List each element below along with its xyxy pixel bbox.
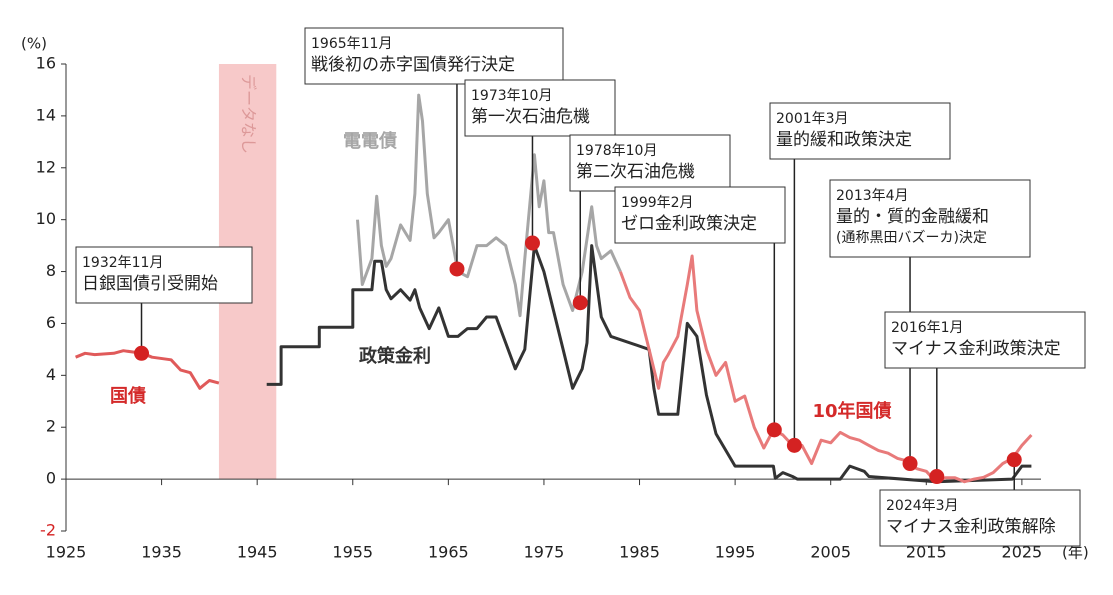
- annotation-text: (通称黒田バズーカ)決定: [836, 230, 987, 246]
- annotation-box: [879, 489, 1081, 547]
- y-unit: (%): [21, 35, 47, 53]
- annotation-text: 1965年11月: [311, 36, 392, 52]
- event-dot: [572, 295, 588, 311]
- y-tick-label: 2: [46, 417, 56, 436]
- annotation-box: [304, 27, 564, 85]
- series-label: 10年国債: [812, 400, 891, 422]
- y-tick-label: 16: [36, 54, 56, 73]
- y-tick-label: 10: [36, 209, 56, 228]
- annotation-text: 1999年2月: [621, 195, 694, 211]
- x-tick-label: 1975: [524, 543, 565, 562]
- series-label: 政策金利: [359, 345, 431, 367]
- annotation-box: [614, 186, 786, 244]
- y-tick-label: 6: [46, 313, 56, 332]
- annotation-text: 1973年10月: [471, 88, 552, 104]
- x-tick-label: 2005: [810, 543, 851, 562]
- x-tick-label: 1955: [332, 543, 373, 562]
- event-dot: [524, 235, 540, 251]
- event-dot: [786, 437, 802, 453]
- annotation-text: 量的・質的金融緩和: [836, 207, 989, 227]
- annotation-text: 2013年4月: [836, 188, 909, 204]
- x-tick-label: 2025: [1002, 543, 1043, 562]
- annotation-text: 第一次石油危機: [471, 107, 590, 127]
- series-label: 電電債: [343, 130, 397, 152]
- no-data-label: データなし: [239, 74, 258, 154]
- x-tick-label: 1995: [715, 543, 756, 562]
- event-dot: [929, 469, 945, 485]
- x-tick-label: 1945: [237, 543, 278, 562]
- event-dot: [134, 345, 150, 361]
- annotation-box: [75, 246, 253, 304]
- annotation-box: [884, 311, 1086, 369]
- event-dot: [902, 456, 918, 472]
- annotation-text: 1932年11月: [82, 255, 163, 271]
- annotation-text: 2001年3月: [776, 111, 849, 127]
- annotation-text: マイナス金利政策決定: [891, 339, 1061, 359]
- event-dot: [766, 422, 782, 438]
- series-line: [618, 254, 1033, 484]
- annotation-box: [464, 79, 616, 137]
- y-tick-label: 0: [46, 469, 56, 488]
- annotation-text: 量的緩和政策決定: [776, 130, 912, 150]
- y-tick-label: 12: [36, 157, 56, 176]
- annotation-box: [829, 179, 1031, 258]
- annotation-text: 第二次石油危機: [576, 162, 695, 182]
- annotation-text: 2016年1月: [891, 320, 964, 336]
- annotation-box: [569, 134, 731, 192]
- event-dot: [449, 261, 465, 277]
- y-tick-label: 8: [46, 261, 56, 280]
- x-unit: (年): [1062, 544, 1089, 562]
- x-tick-label: 1985: [619, 543, 660, 562]
- y-tick-label: 14: [36, 105, 56, 124]
- annotation-text: マイナス金利政策解除: [886, 517, 1056, 537]
- x-tick-label: 2015: [906, 543, 947, 562]
- x-tick-label: 1965: [428, 543, 469, 562]
- annotation-text: 日銀国債引受開始: [82, 274, 218, 294]
- annotation-box: [769, 102, 951, 160]
- annotation-text: ゼロ金利政策決定: [621, 214, 757, 234]
- x-tick-label: 1935: [141, 543, 182, 562]
- annotation-text: 戦後初の赤字国債発行決定: [311, 55, 515, 75]
- annotation-text: 2024年3月: [886, 498, 959, 514]
- series-label: 国債: [110, 385, 146, 407]
- annotation-text: 1978年10月: [576, 143, 657, 159]
- x-tick-label: 1925: [46, 543, 87, 562]
- series-line: [356, 93, 622, 318]
- series-line: [266, 244, 1032, 484]
- y-tick-label: 4: [46, 365, 56, 384]
- event-dot: [1006, 452, 1022, 468]
- y-tick-label: -2: [40, 521, 56, 540]
